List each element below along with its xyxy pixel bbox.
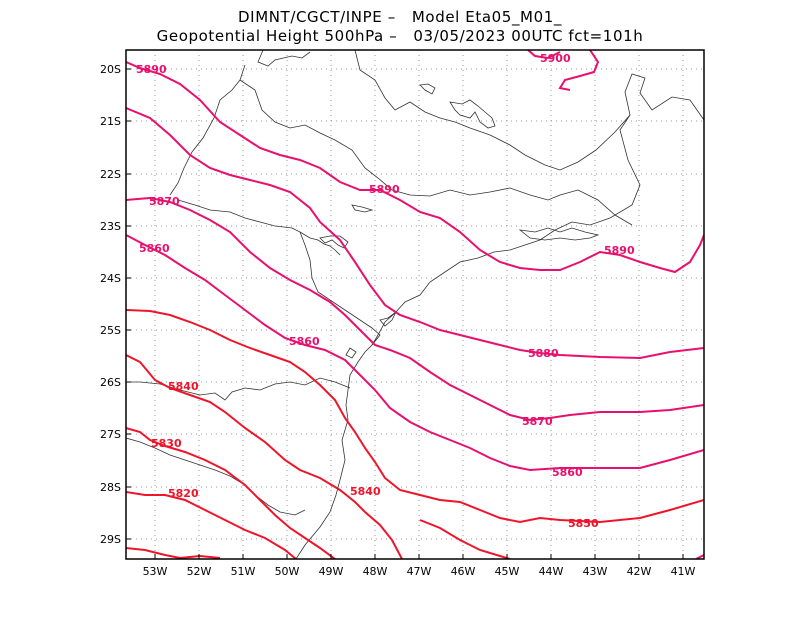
label-5840-west: 5840 xyxy=(168,380,199,393)
longitude-labels: 53W 52W 51W 50W 49W 48W 47W 46W 45W 44W … xyxy=(143,565,696,578)
contour-lines xyxy=(126,50,704,559)
chart-title-line-1: DIMNT/CGCT/INPE – Model Eta05_M01_ xyxy=(238,8,562,26)
tick-marks xyxy=(126,68,684,559)
contour-labels: 5900 5890 5890 5890 5880 5870 5870 5860 … xyxy=(136,52,635,530)
label-5890-east: 5890 xyxy=(604,244,635,257)
lat-label: 20S xyxy=(100,63,121,76)
lon-label: 42W xyxy=(627,565,652,578)
contour-5830 xyxy=(126,427,336,559)
lon-label: 46W xyxy=(451,565,476,578)
lon-label: 50W xyxy=(275,565,300,578)
contour-5810 xyxy=(126,547,221,559)
contour-5820 xyxy=(126,491,297,559)
lat-label: 25S xyxy=(100,324,121,337)
label-5880: 5880 xyxy=(528,347,559,360)
coastline-and-borders xyxy=(126,50,704,559)
lon-label: 49W xyxy=(319,565,344,578)
contour-5850 xyxy=(126,309,704,524)
label-5830: 5830 xyxy=(151,437,182,450)
lat-label: 22S xyxy=(100,168,121,181)
lon-label: 53W xyxy=(143,565,168,578)
label-5840-mid: 5840 xyxy=(350,485,381,498)
label-5850: 5850 xyxy=(568,517,599,530)
lat-label: 28S xyxy=(100,481,121,494)
label-5890-nw: 5890 xyxy=(136,63,167,76)
contour-5860 xyxy=(126,234,704,472)
label-5860-west: 5860 xyxy=(139,242,170,255)
label-5890-mid: 5890 xyxy=(369,183,400,196)
lon-label: 44W xyxy=(539,565,564,578)
contour-5900 xyxy=(527,50,600,91)
label-5870-west: 5870 xyxy=(149,195,180,208)
latitude-labels: 20S 21S 22S 23S 24S 25S 26S 27S 28S 29S xyxy=(100,63,121,546)
lat-label: 29S xyxy=(100,533,121,546)
label-5860-mid: 5860 xyxy=(289,335,320,348)
lat-label: 21S xyxy=(100,115,121,128)
lon-label: 47W xyxy=(407,565,432,578)
label-5900: 5900 xyxy=(540,52,571,65)
chart-title-line-2: Geopotential Height 500hPa – 03/05/2023 … xyxy=(156,27,644,45)
lat-label: 23S xyxy=(100,220,121,233)
label-5860-east: 5860 xyxy=(552,466,583,479)
label-5820: 5820 xyxy=(168,487,199,500)
grid-lines xyxy=(126,50,704,559)
plot-frame xyxy=(125,49,705,560)
lat-label: 27S xyxy=(100,428,121,441)
label-5870-east: 5870 xyxy=(522,415,553,428)
lon-label: 51W xyxy=(231,565,256,578)
lat-label: 26S xyxy=(100,376,121,389)
lat-label: 24S xyxy=(100,272,121,285)
contour-5890-west xyxy=(126,107,704,360)
contour-5840 xyxy=(126,354,403,559)
lon-label: 45W xyxy=(495,565,520,578)
lon-label: 52W xyxy=(187,565,212,578)
lon-label: 41W xyxy=(671,565,696,578)
lon-label: 43W xyxy=(583,565,608,578)
contour-5870 xyxy=(126,196,704,422)
lon-label: 48W xyxy=(363,565,388,578)
contour-5890-north xyxy=(126,61,704,274)
contour-5840-east xyxy=(419,519,511,559)
